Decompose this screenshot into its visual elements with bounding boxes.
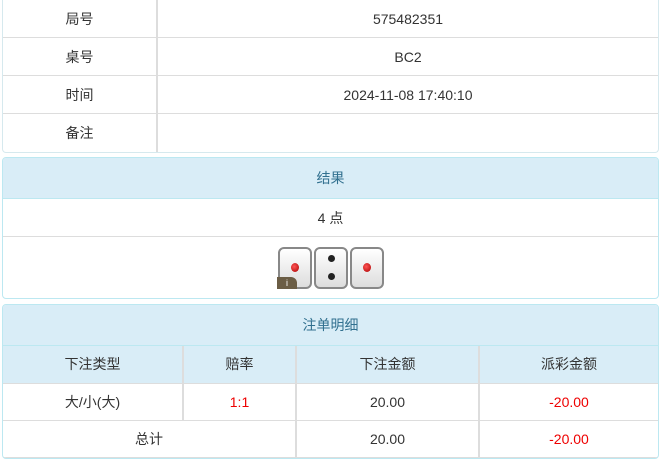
note-value (158, 114, 658, 152)
bet-details-panel: 注单明细 下注类型 赔率 下注金额 派彩金额 大/小(大) 1:1 20.00 … (2, 304, 659, 459)
label: 时间 (3, 76, 158, 113)
bet-amount: 20.00 (296, 383, 480, 421)
bet-type: 大/小(大) (3, 383, 184, 421)
result-panel: 结果 4 点 (2, 157, 659, 299)
result-points: 4 点 (3, 199, 658, 237)
die-2-icon (313, 246, 348, 289)
header-odds: 赔率 (183, 346, 297, 384)
round-number: 575482351 (372, 10, 444, 27)
info-badge-icon[interactable]: i (277, 277, 297, 289)
total-label: 总计 (3, 420, 297, 458)
total-amount: 20.00 (296, 420, 480, 458)
label: 备注 (3, 114, 158, 152)
time-value: 2024-11-08 17:40:10 (343, 86, 473, 103)
table-header: 下注类型 赔率 下注金额 派彩金额 (3, 346, 658, 384)
total-payout: -20.00 (479, 420, 658, 458)
bet-payout: -20.00 (479, 383, 658, 421)
table-row: 大/小(大) 1:1 20.00 -20.00 (3, 383, 658, 421)
bet-details-title: 注单明细 (3, 305, 658, 346)
dice-row (3, 237, 658, 298)
info-row-table: 桌号 BC2 (3, 38, 658, 76)
info-row-time: 时间 2024-11-08 17:40:10 (3, 76, 658, 114)
total-row: 总计 20.00 -20.00 (3, 420, 658, 458)
table-number: BC2 (394, 48, 422, 65)
bet-odds: 1:1 (183, 383, 297, 421)
die-3-icon (349, 246, 384, 289)
bet-table: 下注类型 赔率 下注金额 派彩金额 大/小(大) 1:1 20.00 -20.0… (3, 346, 658, 458)
info-row-note: 备注 (3, 114, 658, 152)
header-type: 下注类型 (3, 346, 184, 384)
header-payout: 派彩金额 (479, 346, 658, 384)
info-row-round: 局号 575482351 (3, 0, 658, 38)
result-title: 结果 (3, 158, 658, 199)
round-info-table: 局号 575482351 桌号 BC2 时间 2024-11-08 17:40:10 … (2, 0, 659, 153)
label: 桌号 (3, 38, 158, 75)
label: 局号 (3, 0, 158, 37)
header-amount: 下注金额 (296, 346, 480, 384)
